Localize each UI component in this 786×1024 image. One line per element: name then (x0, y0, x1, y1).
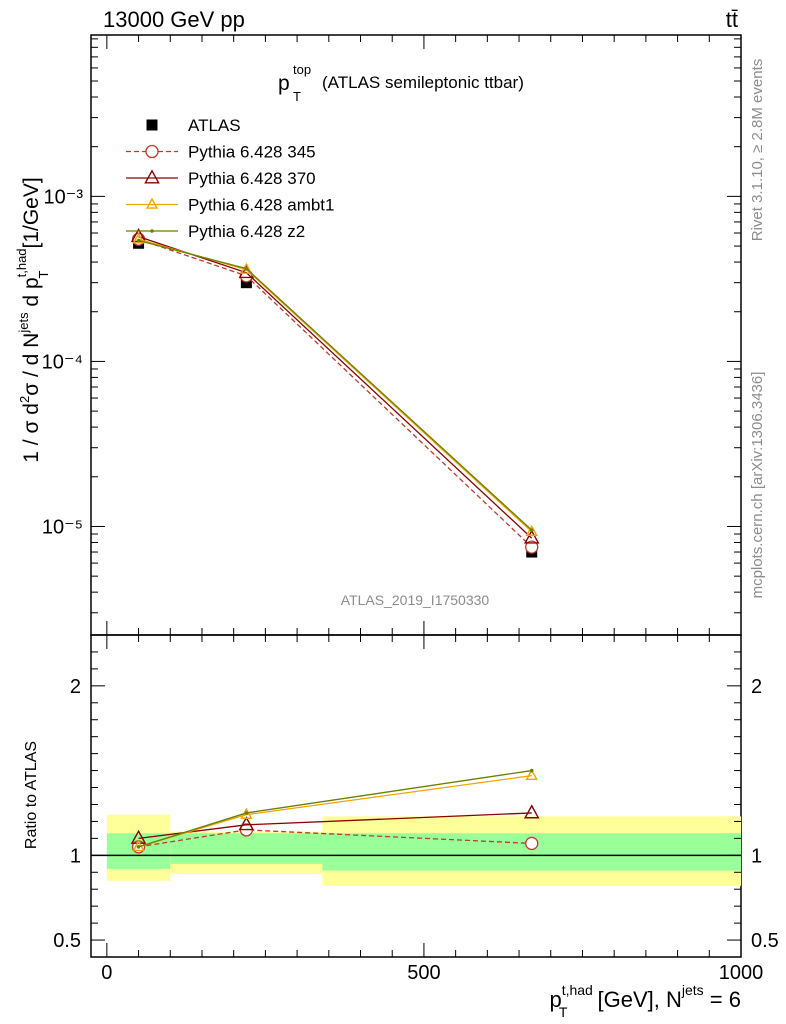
ratio-ytick-label-right: 1 (751, 845, 762, 867)
title-rest: (ATLAS semileptonic ttbar) (322, 73, 524, 92)
main-ytick-label: 10⁻⁵ (42, 516, 83, 538)
main-panel: 10⁻³ 10⁻⁴ 10⁻⁵ p T top (ATLAS semileptonic… (14, 34, 742, 636)
main-ylabel: 1 / σ d2σ / d Njets d pt,had T[1/GeV] (14, 177, 51, 462)
legend-label: Pythia 6.428 ambt1 (188, 196, 334, 215)
energy-label: 13000 GeV pp (103, 7, 245, 32)
ratio-bands (106, 814, 741, 886)
legend-marker (144, 169, 160, 184)
ratio-ytick-label: 1 (70, 845, 81, 867)
process-label: tt̄ (726, 7, 738, 32)
legend-marker (145, 144, 159, 159)
main-ytick-label: 10⁻³ (44, 186, 84, 208)
ratio-data-point (529, 768, 534, 773)
main-data-point (240, 277, 252, 289)
legend: ATLAS Pythia 6.428 345 Pythia 6.428 370 Pyt… (126, 116, 334, 241)
legend-label: Pythia 6.428 370 (188, 169, 316, 188)
main-data-point (240, 262, 253, 274)
legend-label: Pythia 6.428 z2 (188, 222, 305, 241)
main-data-point (523, 529, 540, 544)
ratio-panel: 2 2 1 1 0.5 0.5 0 500 1000 Ratio to ATLAS (23, 634, 779, 984)
legend-marker (145, 197, 159, 209)
main-data-point (132, 232, 145, 244)
mcplots-label: mcplots.cern.ch [arXiv:1306.3436] (749, 372, 766, 599)
ratio-xtick-label: 0 (101, 962, 112, 984)
ratio-data-point (525, 836, 539, 851)
ratio-series-line (138, 829, 532, 848)
ratio-data-point (130, 829, 147, 844)
legend-marker (146, 119, 158, 131)
ratio-series (130, 768, 540, 854)
ratio-xlabel: pt,had T [GeV], Njets = 6 (549, 982, 741, 1020)
title-sup: top (293, 62, 311, 77)
title-p: p (278, 72, 290, 95)
main-data-point (136, 238, 141, 243)
main-ytick-label: 10⁻⁴ (42, 351, 83, 373)
main-title: p T top (ATLAS semileptonic ttbar) (278, 62, 524, 104)
main-data-point (244, 266, 249, 271)
legend-marker (150, 229, 154, 233)
ratio-ytick-label-right: 0.5 (751, 930, 779, 952)
ratio-data-point (244, 811, 249, 815)
main-data-point (525, 540, 539, 554)
main-series-line (138, 238, 533, 548)
ratio-data-point (523, 804, 540, 819)
ratio-ytick-label: 0.5 (53, 930, 81, 952)
main-series (130, 228, 540, 558)
ratio-ticks: 2 2 1 1 0.5 0.5 0 500 1000 (53, 635, 779, 984)
ratio-plot-frame (90, 634, 742, 958)
main-data-point (525, 524, 538, 536)
ratio-data-point (238, 816, 255, 831)
main-series-line (138, 238, 533, 533)
ratio-data-point (525, 768, 538, 780)
title-sub: T (293, 89, 301, 104)
ratio-ytick-label-right: 2 (751, 676, 762, 698)
analysis-watermark: ATLAS_2019_I1750330 (341, 592, 490, 608)
ratio-band-inner (170, 833, 323, 864)
ratio-ytick-label: 2 (70, 676, 81, 698)
rivet-label: Rivet 3.1.10, ≥ 2.8M events (749, 59, 766, 242)
main-data-point (529, 528, 534, 532)
ratio-series-line (138, 812, 532, 840)
main-ticks: 10⁻³ 10⁻⁴ 10⁻⁵ (42, 35, 742, 635)
legend-label: ATLAS (188, 116, 241, 135)
ratio-xtick-label: 500 (407, 962, 440, 984)
ratio-data-point (136, 845, 141, 849)
ratio-ylabel: Ratio to ATLAS (23, 741, 40, 849)
ratio-xtick-label: 1000 (719, 962, 764, 984)
main-series-line (138, 236, 533, 539)
main-series-line (138, 239, 533, 531)
legend-label: Pythia 6.428 345 (188, 143, 316, 162)
